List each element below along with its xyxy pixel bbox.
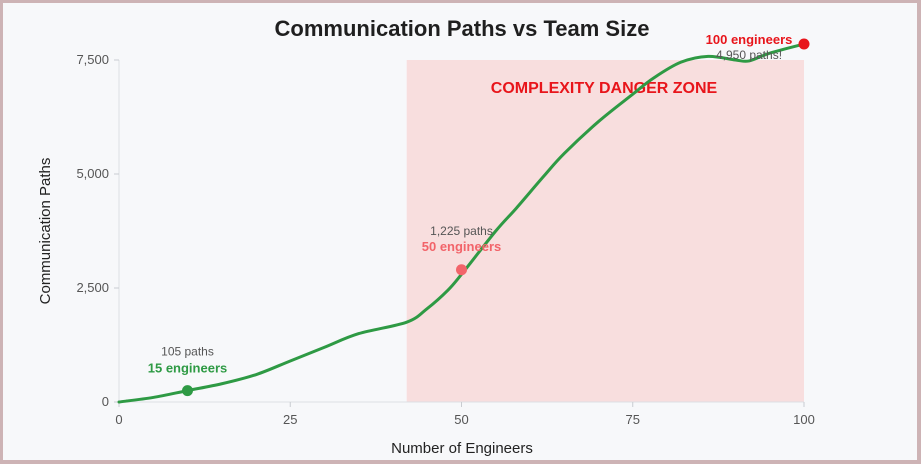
series-line <box>117 42 806 404</box>
danger-zone-label: COMPLEXITY DANGER ZONE <box>491 80 718 97</box>
x-tick-label: 75 <box>626 412 640 427</box>
point-engineers-label: 50 engineers <box>422 239 502 254</box>
y-axis-label: Communication Paths <box>37 158 54 305</box>
point-paths-label: 105 paths <box>161 345 214 359</box>
point-paths-label: 4,950 paths! <box>716 48 782 62</box>
communication-paths-chart: COMPLEXITY DANGER ZONE 0 25 50 75 100 0 2,500 5… <box>37 16 815 457</box>
point-engineers-label: 15 engineers <box>148 361 228 376</box>
y-tick-label: 5,000 <box>76 166 109 181</box>
y-tick-label: 7,500 <box>76 52 109 67</box>
point-paths-label: 1,225 paths <box>430 224 493 238</box>
x-tick-label: 25 <box>283 412 297 427</box>
chart-title: Communication Paths vs Team Size <box>275 16 650 41</box>
x-axis-label: Number of Engineers <box>391 440 533 457</box>
point-engineers-label: 100 engineers <box>706 32 793 47</box>
chart-frame: COMPLEXITY DANGER ZONE 0 25 50 75 100 0 2,500 5… <box>3 3 917 460</box>
x-tick-label: 100 <box>793 412 815 427</box>
highlight-point <box>456 264 467 276</box>
highlight-point <box>182 385 193 397</box>
y-tick-label: 2,500 <box>76 280 109 295</box>
x-tick-label: 0 <box>115 412 122 427</box>
highlight-point <box>798 38 810 50</box>
y-tick-label: 0 <box>102 394 109 409</box>
x-tick-label: 50 <box>454 412 468 427</box>
